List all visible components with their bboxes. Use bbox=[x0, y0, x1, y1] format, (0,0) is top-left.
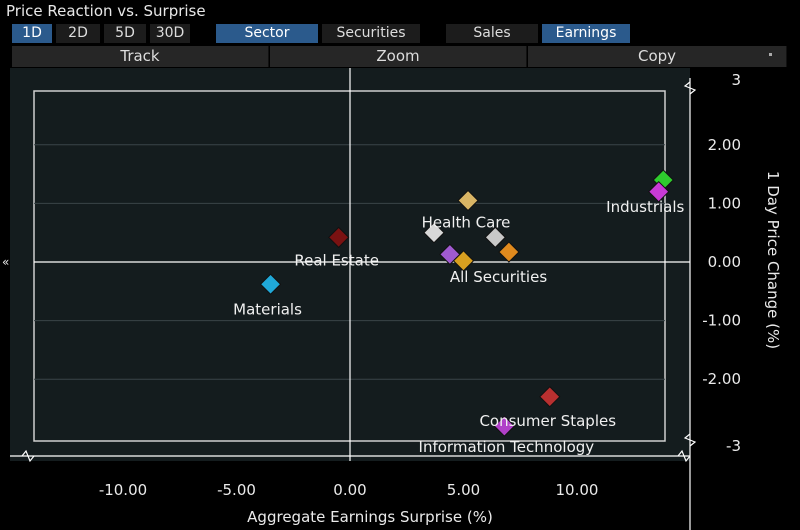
y-tick-labels: 3 2.00 1.00 0.00 -1.00 -2.00 -3 bbox=[702, 71, 741, 455]
data-points bbox=[259, 169, 674, 437]
y-tick-label: 1.00 bbox=[708, 194, 741, 212]
point-label: Real Estate bbox=[294, 251, 379, 269]
data-point-marker[interactable] bbox=[493, 415, 516, 437]
x-tick-label: 0.00 bbox=[333, 481, 366, 499]
y-tick-label: 0.00 bbox=[708, 253, 741, 271]
view-button-sector[interactable]: Sector bbox=[216, 24, 318, 43]
scroll-left-icon[interactable]: « bbox=[2, 255, 9, 269]
data-point-marker[interactable] bbox=[457, 189, 479, 212]
zoom-button[interactable]: Zoom bbox=[270, 46, 527, 67]
dropdown-dot-icon bbox=[769, 53, 772, 56]
window-titlebar: Price Reaction vs. Surprise bbox=[0, 0, 800, 22]
data-point-marker[interactable] bbox=[498, 241, 520, 263]
axis-break-right-icon bbox=[677, 449, 691, 463]
y-tick-label: 2.00 bbox=[708, 136, 741, 154]
option-button-row: 1D 2D 5D 30D Sector Securities Sales Ear… bbox=[0, 24, 800, 44]
track-button[interactable]: Track bbox=[12, 46, 269, 67]
data-point-marker[interactable] bbox=[484, 226, 506, 249]
data-point-marker[interactable] bbox=[423, 221, 445, 244]
window-title: Price Reaction vs. Surprise bbox=[6, 2, 206, 20]
metric-button-earnings[interactable]: Earnings bbox=[542, 24, 630, 43]
point-label: Materials bbox=[233, 300, 302, 318]
tool-row: Track Zoom Copy bbox=[0, 46, 800, 68]
axis-break-left-icon bbox=[21, 449, 35, 463]
metric-button-sales[interactable]: Sales bbox=[446, 24, 538, 43]
data-point-marker[interactable] bbox=[259, 273, 282, 295]
x-tick-label: -10.00 bbox=[99, 481, 147, 499]
data-point-marker[interactable] bbox=[327, 226, 350, 249]
data-point-marker[interactable] bbox=[648, 180, 670, 203]
y-tick-label: -2.00 bbox=[702, 370, 741, 388]
y-tick-label: -1.00 bbox=[702, 312, 741, 330]
axis-break-top-icon bbox=[683, 81, 697, 95]
period-button-30d[interactable]: 30D bbox=[150, 24, 190, 43]
data-point-marker[interactable] bbox=[452, 250, 475, 272]
period-button-2d[interactable]: 2D bbox=[56, 24, 100, 43]
data-point-marker[interactable] bbox=[539, 386, 561, 408]
x-tick-label: 10.00 bbox=[556, 481, 599, 499]
y-tick-label: -3 bbox=[726, 437, 741, 455]
axis-break-bottom-icon bbox=[683, 433, 697, 447]
x-tick-label: -5.00 bbox=[217, 481, 256, 499]
x-tick-label: 5.00 bbox=[447, 481, 480, 499]
copy-button[interactable]: Copy bbox=[528, 46, 787, 67]
point-label: Information Technology bbox=[419, 438, 595, 456]
x-tick-labels: -10.00 -5.00 0.00 5.00 10.00 bbox=[99, 481, 599, 499]
period-button-5d[interactable]: 5D bbox=[104, 24, 146, 43]
point-label: Consumer Staples bbox=[479, 412, 616, 430]
view-button-securities[interactable]: Securities bbox=[322, 24, 420, 43]
point-label: All Securities bbox=[450, 268, 547, 286]
point-label: Industrials bbox=[606, 198, 684, 216]
y-axis-label: 1 Day Price Change (%) bbox=[764, 171, 782, 349]
copy-label: Copy bbox=[637, 47, 677, 65]
x-axis-label: Aggregate Earnings Surprise (%) bbox=[247, 508, 493, 526]
point-label: Health Care bbox=[422, 213, 511, 231]
scatter-chart: « -10.00 -5.00 0.00 5.00 10.00 3 2.00 1.00 0.00… bbox=[2, 68, 782, 530]
point-labels: Industrials Health Care Real Estate All Sec… bbox=[233, 198, 684, 456]
y-tick-label: 3 bbox=[731, 71, 741, 89]
period-button-1d[interactable]: 1D bbox=[12, 24, 52, 43]
